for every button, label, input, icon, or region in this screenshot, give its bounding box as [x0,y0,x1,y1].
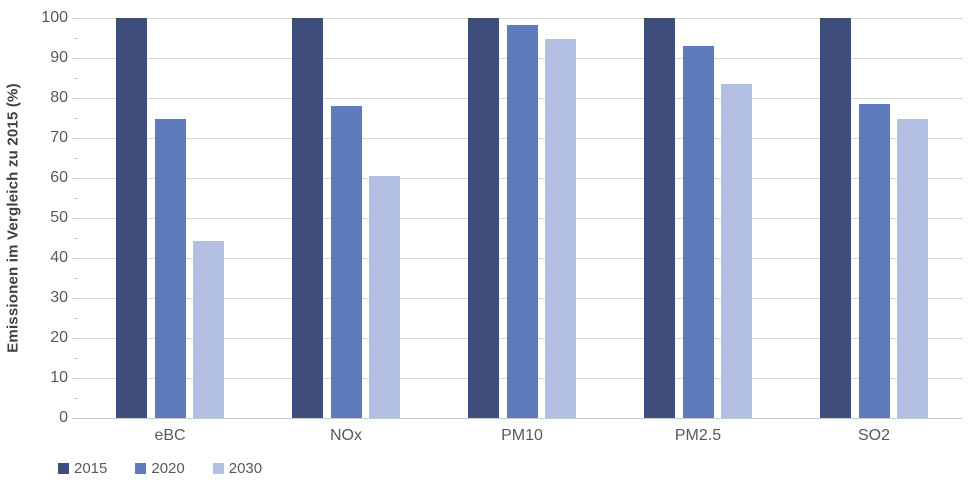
y-major-tick-100 [72,18,78,19]
bar-PM10-2020 [506,25,538,418]
legend-swatch-2030 [212,463,224,474]
plot-area [78,18,962,419]
y-tick-label-40: 40 [50,249,68,266]
y-major-tick-10 [72,378,78,379]
y-major-tick-70 [72,138,78,139]
y-minor-tick-35 [74,278,78,279]
y-tick-label-60: 60 [50,169,68,186]
y-tick-label-80: 80 [50,89,68,106]
legend: 2015 2020 2030 [58,460,262,477]
y-minor-tick-75 [74,118,78,119]
y-tick-label-0: 0 [59,409,68,426]
bar-eBC-2030 [193,240,224,418]
y-major-tick-90 [72,58,78,59]
y-major-tick-60 [72,178,78,179]
y-tick-label-20: 20 [50,329,68,346]
legend-item-2020: 2020 [135,460,185,477]
y-tick-label-90: 90 [50,49,68,66]
bar-SO2-2015 [820,18,851,418]
y-axis-title: Emissionen im Vergleich zu 2015 (%) [4,83,22,353]
y-tick-label-30: 30 [50,289,68,306]
y-minor-tick-25 [74,318,78,319]
bar-SO2-2020 [858,103,890,418]
bar-PM10-2015 [468,18,499,418]
x-axis-label-NOx: NOx [330,427,362,444]
legend-label: 2020 [151,460,185,477]
legend-item-2015: 2015 [58,460,107,477]
x-axis-label-eBC: eBC [154,427,186,444]
x-axis-line [78,418,962,419]
y-major-tick-0 [72,418,78,419]
legend-swatch-2015 [58,463,69,474]
bar-NOx-2020 [330,106,362,418]
legend-label: 2015 [74,460,108,477]
bar-eBC-2020 [154,119,186,418]
y-major-tick-40 [72,258,78,259]
y-major-tick-80 [72,98,78,99]
x-axis-label-PM10: PM10 [501,427,543,444]
y-major-tick-20 [72,338,78,339]
y-tick-label-10: 10 [50,369,68,386]
bar-PM2.5-2030 [721,84,752,418]
y-minor-tick-15 [74,358,78,359]
x-axis-label-SO2: SO2 [857,427,891,444]
y-tick-label-70: 70 [50,129,68,146]
gridline-100 [78,18,962,19]
bar-NOx-2015 [292,18,323,418]
bar-PM2.5-2015 [644,18,675,418]
legend-item-2030: 2030 [212,460,263,477]
bar-NOx-2030 [369,176,400,418]
bar-eBC-2015 [116,18,147,418]
y-minor-tick-55 [74,198,78,199]
x-axis-label-PM2.5: PM2.5 [674,427,722,444]
legend-swatch-2020 [135,463,147,474]
y-major-tick-30 [72,298,78,299]
y-tick-label-100: 100 [41,9,68,26]
bar-PM2.5-2020 [682,46,714,418]
y-minor-tick-45 [74,238,78,239]
bar-PM10-2030 [545,39,576,418]
bar-SO2-2030 [897,119,928,418]
legend-label: 2030 [228,460,263,477]
y-tick-label-50: 50 [50,209,68,226]
y-minor-tick-85 [74,78,78,79]
y-minor-tick-65 [74,158,78,159]
y-minor-tick-95 [74,38,78,39]
y-major-tick-50 [72,218,78,219]
y-minor-tick-5 [74,398,78,399]
